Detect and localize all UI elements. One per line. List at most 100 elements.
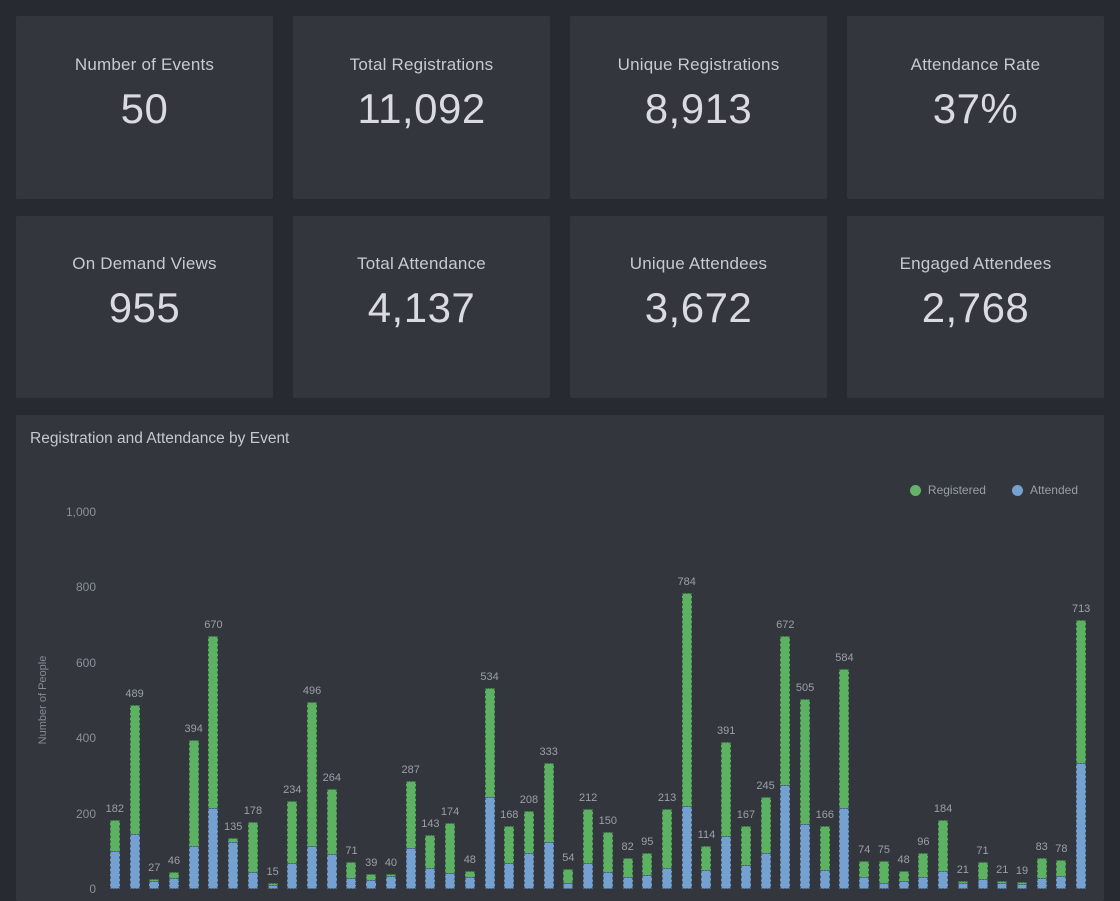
event-bar-group[interactable]: 333 bbox=[539, 512, 559, 889]
attended-bar[interactable] bbox=[543, 841, 554, 889]
event-bar-group[interactable]: 46 bbox=[164, 512, 184, 889]
event-bar-group[interactable]: 48 bbox=[894, 512, 914, 889]
attended-bar[interactable] bbox=[938, 870, 949, 889]
event-bar-group[interactable]: 135 bbox=[223, 512, 243, 889]
legend-item-attended[interactable]: Attended bbox=[1011, 483, 1078, 497]
event-bar-group[interactable]: 21 bbox=[992, 512, 1012, 889]
attended-bar[interactable] bbox=[878, 882, 889, 889]
attended-bar[interactable] bbox=[326, 853, 337, 889]
event-bar-group[interactable]: 19 bbox=[1012, 512, 1032, 889]
event-bar-group[interactable]: 167 bbox=[736, 512, 756, 889]
event-bar-group[interactable]: 489 bbox=[125, 512, 145, 889]
attended-bar[interactable] bbox=[307, 846, 318, 889]
attended-bar[interactable] bbox=[997, 883, 1008, 889]
attended-bar[interactable] bbox=[740, 864, 751, 889]
event-bar-group[interactable]: 71 bbox=[973, 512, 993, 889]
attended-bar[interactable] bbox=[1036, 878, 1047, 889]
attended-bar[interactable] bbox=[366, 879, 377, 889]
event-bar-group[interactable]: 168 bbox=[499, 512, 519, 889]
attended-bar[interactable] bbox=[681, 806, 692, 889]
attended-bar[interactable] bbox=[228, 841, 239, 889]
attended-bar[interactable] bbox=[701, 870, 712, 889]
attended-bar[interactable] bbox=[109, 851, 120, 889]
event-bar-group[interactable]: 15 bbox=[263, 512, 283, 889]
legend-item-registered[interactable]: Registered bbox=[909, 483, 986, 497]
attended-bar[interactable] bbox=[642, 874, 653, 889]
attended-bar[interactable] bbox=[583, 863, 594, 889]
event-bar-group[interactable]: 212 bbox=[578, 512, 598, 889]
event-bar-group[interactable]: 166 bbox=[815, 512, 835, 889]
event-bar-group[interactable]: 71 bbox=[342, 512, 362, 889]
event-bar-group[interactable]: 182 bbox=[105, 512, 125, 889]
attended-bar[interactable] bbox=[247, 872, 258, 889]
event-bar-group[interactable]: 150 bbox=[598, 512, 618, 889]
attended-bar[interactable] bbox=[1076, 763, 1087, 889]
attended-bar[interactable] bbox=[1016, 884, 1027, 889]
attended-bar[interactable] bbox=[957, 882, 968, 889]
event-bar-group[interactable]: 287 bbox=[401, 512, 421, 889]
event-bar-group[interactable]: 184 bbox=[933, 512, 953, 889]
event-bar-group[interactable]: 505 bbox=[795, 512, 815, 889]
attended-bar[interactable] bbox=[267, 885, 278, 889]
attended-bar[interactable] bbox=[484, 796, 495, 889]
attended-bar[interactable] bbox=[800, 823, 811, 889]
attended-bar[interactable] bbox=[425, 868, 436, 889]
attended-bar[interactable] bbox=[602, 872, 613, 889]
event-bar-group[interactable]: 54 bbox=[559, 512, 579, 889]
attended-bar[interactable] bbox=[287, 862, 298, 889]
attended-bar[interactable] bbox=[208, 807, 219, 889]
attended-bar[interactable] bbox=[405, 848, 416, 889]
event-bar-group[interactable]: 40 bbox=[381, 512, 401, 889]
event-bar-group[interactable]: 394 bbox=[184, 512, 204, 889]
attended-bar[interactable] bbox=[169, 877, 180, 889]
event-bar-group[interactable]: 178 bbox=[243, 512, 263, 889]
event-bar-group[interactable]: 713 bbox=[1071, 512, 1091, 889]
event-bar-group[interactable]: 74 bbox=[854, 512, 874, 889]
attended-bar[interactable] bbox=[662, 868, 673, 889]
event-bar-group[interactable]: 96 bbox=[914, 512, 934, 889]
event-bar-group[interactable]: 21 bbox=[953, 512, 973, 889]
event-bar-group[interactable]: 496 bbox=[302, 512, 322, 889]
event-bar-group[interactable]: 95 bbox=[637, 512, 657, 889]
attended-bar[interactable] bbox=[839, 807, 850, 889]
event-bar-group[interactable]: 234 bbox=[282, 512, 302, 889]
attended-bar[interactable] bbox=[819, 870, 830, 889]
attended-bar[interactable] bbox=[977, 878, 988, 889]
attended-bar[interactable] bbox=[445, 873, 456, 889]
event-bar-group[interactable]: 534 bbox=[480, 512, 500, 889]
attended-bar[interactable] bbox=[780, 785, 791, 889]
attended-bar[interactable] bbox=[918, 876, 929, 889]
attended-bar[interactable] bbox=[760, 853, 771, 889]
attended-bar[interactable] bbox=[385, 875, 396, 889]
attended-bar[interactable] bbox=[464, 876, 475, 889]
event-bar-group[interactable]: 213 bbox=[657, 512, 677, 889]
event-bar-group[interactable]: 784 bbox=[677, 512, 697, 889]
event-bar-group[interactable]: 174 bbox=[440, 512, 460, 889]
attended-bar[interactable] bbox=[721, 836, 732, 889]
event-bar-group[interactable]: 48 bbox=[460, 512, 480, 889]
attended-bar[interactable] bbox=[622, 876, 633, 889]
attended-bar[interactable] bbox=[188, 846, 199, 889]
event-bar-group[interactable]: 75 bbox=[874, 512, 894, 889]
event-bar-group[interactable]: 670 bbox=[204, 512, 224, 889]
attended-bar[interactable] bbox=[1056, 875, 1067, 889]
attended-bar[interactable] bbox=[149, 881, 160, 889]
event-bar-group[interactable]: 245 bbox=[756, 512, 776, 889]
event-bar-group[interactable]: 27 bbox=[144, 512, 164, 889]
event-bar-group[interactable]: 208 bbox=[519, 512, 539, 889]
event-bar-group[interactable]: 584 bbox=[835, 512, 855, 889]
event-bar-group[interactable]: 672 bbox=[775, 512, 795, 889]
event-bar-group[interactable]: 83 bbox=[1032, 512, 1052, 889]
attended-bar[interactable] bbox=[859, 876, 870, 889]
event-bar-group[interactable]: 39 bbox=[361, 512, 381, 889]
attended-bar[interactable] bbox=[563, 882, 574, 889]
event-bar-group[interactable]: 114 bbox=[697, 512, 717, 889]
attended-bar[interactable] bbox=[898, 881, 909, 889]
event-bar-group[interactable]: 391 bbox=[716, 512, 736, 889]
event-bar-group[interactable]: 82 bbox=[618, 512, 638, 889]
attended-bar[interactable] bbox=[129, 834, 140, 889]
attended-bar[interactable] bbox=[523, 853, 534, 889]
event-bar-group[interactable]: 143 bbox=[421, 512, 441, 889]
attended-bar[interactable] bbox=[346, 877, 357, 889]
event-bar-group[interactable]: 78 bbox=[1052, 512, 1072, 889]
